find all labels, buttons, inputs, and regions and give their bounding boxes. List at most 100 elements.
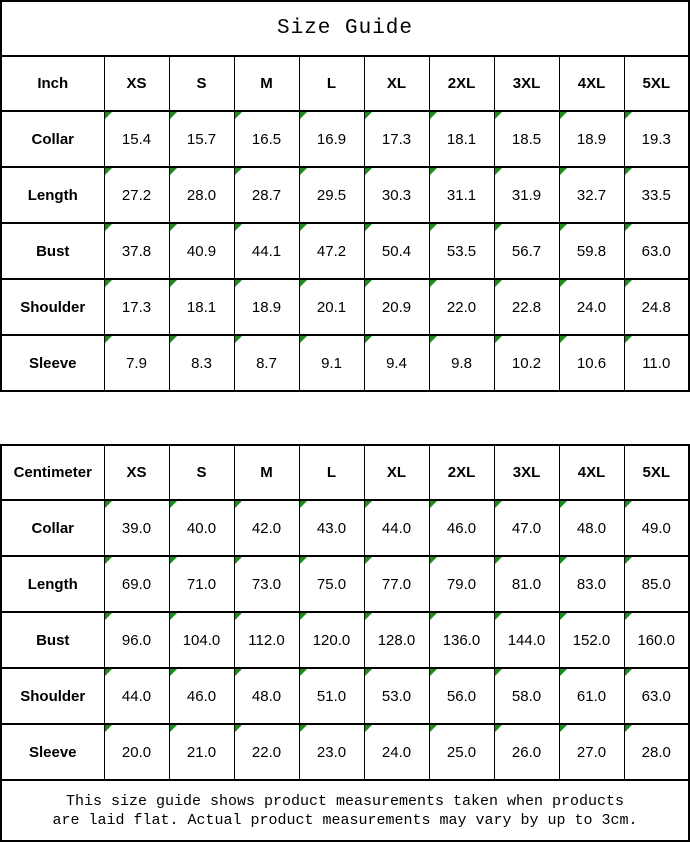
cell-value: 9.4 bbox=[386, 354, 407, 372]
cell-corner-flag-icon bbox=[235, 337, 242, 343]
cell-corner-flag-icon bbox=[495, 281, 502, 287]
cm-collar-l-value-cell: 43.0 bbox=[298, 499, 365, 557]
inch-row-label-shoulder: Shoulder bbox=[0, 278, 105, 336]
cell-value: 63.0 bbox=[641, 242, 671, 260]
inch-shoulder-s-value-cell: 18.1 bbox=[168, 278, 235, 336]
cell-value: 120.0 bbox=[312, 631, 351, 649]
cm-collar-m-value-cell: 42.0 bbox=[233, 499, 300, 557]
cell-corner-flag-icon bbox=[430, 670, 437, 676]
cm-sleeve-m-value-cell: 22.0 bbox=[233, 723, 300, 781]
inch-sleeve-l-value-cell: 9.1 bbox=[298, 334, 365, 392]
cell-value: 25.0 bbox=[446, 743, 477, 761]
cell-corner-flag-icon bbox=[170, 670, 177, 676]
inch-collar-xl-value-cell: 17.3 bbox=[363, 110, 430, 168]
inch-size-header-cell-4xl: 4XL bbox=[558, 55, 625, 112]
cm-sleeve-s-value-cell: 21.0 bbox=[168, 723, 235, 781]
cm-size-header-cell-m: M bbox=[233, 444, 300, 501]
cm-bust-xl-value-cell: 128.0 bbox=[363, 611, 430, 669]
cell-value: 73.0 bbox=[251, 575, 282, 593]
inch-bust-l-value-cell: 47.2 bbox=[298, 222, 365, 280]
cell-corner-flag-icon bbox=[560, 726, 567, 732]
cell-value: 44.1 bbox=[251, 242, 282, 260]
cell-value: 28.0 bbox=[186, 186, 217, 204]
inch-bust-2xl-value-cell: 53.5 bbox=[428, 222, 495, 280]
cell-corner-flag-icon bbox=[365, 281, 372, 287]
cm-row-label-collar: Collar bbox=[0, 499, 105, 557]
inch-row-shoulder: Shoulder 17.3 18.1 18.9 20.1 20.9 22.0 22.8 24.0… bbox=[0, 278, 690, 336]
cm-size-header-cell-4xl: 4XL bbox=[558, 444, 625, 501]
cm-size-header-cell-s: S bbox=[168, 444, 235, 501]
inch-size-header-cell-3xl: 3XL bbox=[493, 55, 560, 112]
inch-bust-xl-value-cell: 50.4 bbox=[363, 222, 430, 280]
cell-value: 30.3 bbox=[381, 186, 412, 204]
cell-value: 61.0 bbox=[576, 687, 607, 705]
cell-value: 39.0 bbox=[121, 519, 152, 537]
cm-size-header-cell-2xl: 2XL bbox=[428, 444, 495, 501]
cell-value: 29.5 bbox=[316, 186, 347, 204]
cell-corner-flag-icon bbox=[430, 225, 437, 231]
inch-bust-4xl-value-cell: 59.8 bbox=[558, 222, 625, 280]
cell-corner-flag-icon bbox=[560, 113, 567, 119]
inch-shoulder-m-value-cell: 18.9 bbox=[233, 278, 300, 336]
cm-shoulder-l-value-cell: 51.0 bbox=[298, 667, 365, 725]
cell-corner-flag-icon bbox=[560, 614, 567, 620]
inch-shoulder-xs-value-cell: 17.3 bbox=[103, 278, 170, 336]
cell-value: 18.9 bbox=[576, 130, 607, 148]
inch-unit-header-cell: Inch bbox=[0, 55, 105, 112]
cell-value: 22.0 bbox=[446, 298, 477, 316]
cm-size-header-cell-l: L bbox=[298, 444, 365, 501]
inch-size-header-cell-xs: XS bbox=[103, 55, 170, 112]
cell-value: 15.7 bbox=[186, 130, 217, 148]
cell-corner-flag-icon bbox=[235, 670, 242, 676]
cell-value: 24.8 bbox=[641, 298, 671, 316]
cell-corner-flag-icon bbox=[430, 337, 437, 343]
cell-corner-flag-icon bbox=[235, 726, 242, 732]
cm-collar-3xl-value-cell: 47.0 bbox=[493, 499, 560, 557]
cell-value: 31.9 bbox=[511, 186, 542, 204]
cell-value: 53.5 bbox=[446, 242, 477, 260]
cm-shoulder-4xl-value-cell: 61.0 bbox=[558, 667, 625, 725]
cm-unit-header-cell: Centimeter bbox=[0, 444, 105, 501]
cell-value: 28.7 bbox=[251, 186, 282, 204]
cell-value: 75.0 bbox=[316, 575, 347, 593]
cell-value: 15.4 bbox=[121, 130, 152, 148]
cell-value: 104.0 bbox=[182, 631, 221, 649]
cell-corner-flag-icon bbox=[365, 558, 372, 564]
cm-bust-5xl-value-cell: 160.0 bbox=[623, 611, 690, 669]
inch-size-header-cell-xl: XL bbox=[363, 55, 430, 112]
cm-sleeve-l-value-cell: 23.0 bbox=[298, 723, 365, 781]
cell-corner-flag-icon bbox=[170, 169, 177, 175]
cm-sleeve-4xl-value-cell: 27.0 bbox=[558, 723, 625, 781]
cell-value: 79.0 bbox=[446, 575, 477, 593]
inch-shoulder-4xl-value-cell: 24.0 bbox=[558, 278, 625, 336]
cell-corner-flag-icon bbox=[560, 502, 567, 508]
cell-value: 18.1 bbox=[186, 298, 217, 316]
cm-collar-xl-value-cell: 44.0 bbox=[363, 499, 430, 557]
cell-corner-flag-icon bbox=[495, 169, 502, 175]
inch-sleeve-5xl-value-cell: 11.0 bbox=[623, 334, 690, 392]
cell-value: 49.0 bbox=[641, 519, 671, 537]
cm-shoulder-5xl-value-cell: 63.0 bbox=[623, 667, 690, 725]
cm-length-2xl-value-cell: 79.0 bbox=[428, 555, 495, 613]
cell-value: 33.5 bbox=[641, 186, 671, 204]
cell-value: 24.0 bbox=[576, 298, 607, 316]
inch-length-s-value-cell: 28.0 bbox=[168, 166, 235, 224]
cell-value: 9.1 bbox=[321, 354, 342, 372]
cm-length-3xl-value-cell: 81.0 bbox=[493, 555, 560, 613]
cell-value: 40.9 bbox=[186, 242, 217, 260]
cell-value: 26.0 bbox=[511, 743, 542, 761]
inch-row-sleeve: Sleeve 7.9 8.3 8.7 9.1 9.4 9.8 10.2 10.6 11.0 bbox=[0, 334, 690, 392]
cell-value: 136.0 bbox=[442, 631, 481, 649]
cell-corner-flag-icon bbox=[300, 337, 307, 343]
cell-corner-flag-icon bbox=[625, 726, 632, 732]
cell-corner-flag-icon bbox=[495, 558, 502, 564]
cm-length-xs-value-cell: 69.0 bbox=[103, 555, 170, 613]
cell-value: 21.0 bbox=[186, 743, 217, 761]
cell-value: 46.0 bbox=[446, 519, 477, 537]
cell-corner-flag-icon bbox=[235, 113, 242, 119]
cell-value: 42.0 bbox=[251, 519, 282, 537]
cell-value: 22.0 bbox=[251, 743, 282, 761]
cell-value: 10.6 bbox=[576, 354, 607, 372]
inch-bust-m-value-cell: 44.1 bbox=[233, 222, 300, 280]
